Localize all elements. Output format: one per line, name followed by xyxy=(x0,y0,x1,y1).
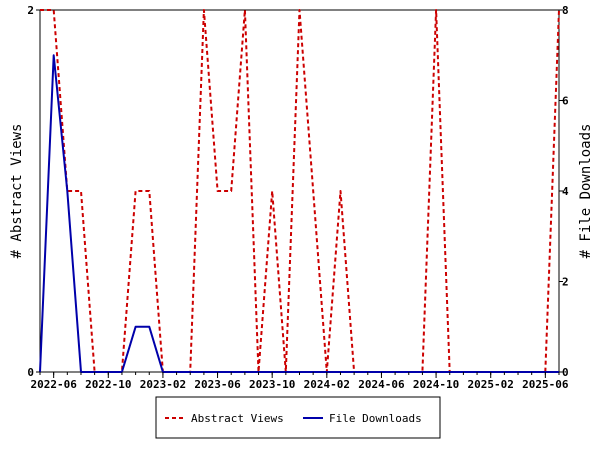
right-tick-label: 6 xyxy=(562,95,569,108)
series-line-abstract-views xyxy=(40,9,560,373)
x-tick-label: 2022-06 xyxy=(30,378,77,391)
x-tick-label: 2024-02 xyxy=(304,378,350,391)
x-tick-label: 2023-10 xyxy=(249,378,295,391)
x-tick-label: 2024-10 xyxy=(413,378,459,391)
right-y-axis: 0 2 4 6 8 xyxy=(559,4,569,379)
x-tick-label: 2022-10 xyxy=(85,378,131,391)
series-layer xyxy=(39,9,560,373)
right-tick-label: 2 xyxy=(562,276,569,289)
left-y-axis: 02 xyxy=(27,4,40,379)
legend: Abstract Views File Downloads xyxy=(155,396,441,439)
right-tick-label: 4 xyxy=(562,185,569,198)
x-tick-label: 2023-06 xyxy=(194,378,241,391)
left-axis-title: # Abstract Views xyxy=(9,124,25,259)
plot-frame-group xyxy=(39,9,560,373)
left-tick-label: 2 xyxy=(27,4,34,17)
legend-label-file-downloads: File Downloads xyxy=(329,412,422,425)
x-tick-label: 2025-02 xyxy=(468,378,514,391)
x-tick-label: 2025-06 xyxy=(522,378,569,391)
x-axis: 2022-06 2022-10 2023-02 2023-06 2023-10 2024-… xyxy=(30,372,569,391)
left-tick-label: 0 xyxy=(27,366,34,379)
legend-label-abstract-views: Abstract Views xyxy=(191,412,284,425)
x-tick-label: 2023-02 xyxy=(140,378,186,391)
series-line-file-downloads xyxy=(39,54,559,373)
right-axis-title: # File Downloads xyxy=(578,124,594,259)
x-tick-label: 2024-06 xyxy=(358,378,405,391)
right-tick-label: 8 xyxy=(562,4,569,17)
plot-frame xyxy=(39,9,560,373)
legend-box xyxy=(155,396,441,439)
right-tick-label: 0 xyxy=(562,366,569,379)
